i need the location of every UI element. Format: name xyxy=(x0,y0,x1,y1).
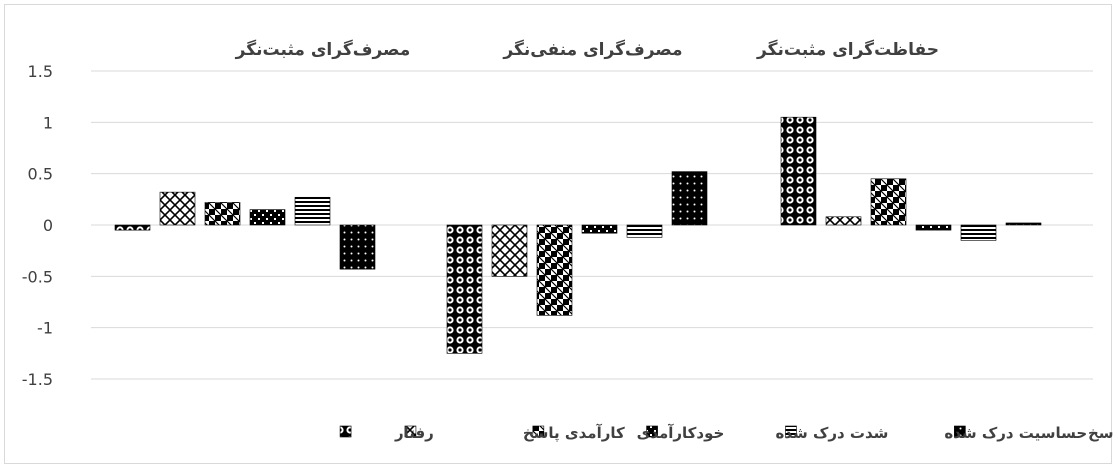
bar-chart: 1.510.50-0.5-1-1.5 مصرف‌گرای مثبت‌نگر مصر… xyxy=(22,39,1113,443)
bars xyxy=(114,116,1042,354)
chart-frame: 1.5 1 0.5 0 -0.5 -1 -1.5 مصرف‌گرای مثبت‌نگر مصر… xyxy=(4,4,1113,464)
legend-swatch xyxy=(404,425,417,438)
bar xyxy=(1005,222,1042,226)
legend-label: حساسیت درک شده xyxy=(944,424,1087,442)
bar xyxy=(446,224,483,354)
legend-swatch xyxy=(339,425,352,438)
legend-swatch xyxy=(785,425,797,438)
legend: هزینه های پاسخحساسیت درک شده شدت درک شده خ… xyxy=(339,424,1113,443)
bar xyxy=(159,191,196,226)
bar xyxy=(780,116,817,226)
bar xyxy=(491,224,528,277)
category-labels: مصرف‌گرای مثبت‌نگر مصرف‌گرای منفی‌نگر حفاظ… xyxy=(235,39,939,60)
bar xyxy=(339,224,376,270)
bar xyxy=(960,224,997,241)
legend-label: هزینه های پاسخ xyxy=(1088,424,1113,443)
legend-swatch xyxy=(646,425,658,438)
y-tick-label: 0.5 xyxy=(28,165,53,184)
bar xyxy=(825,216,862,226)
y-tick-label: 1 xyxy=(43,113,53,132)
legend-label: کارآمدی پاسخ xyxy=(523,424,625,443)
y-tick-label: 0 xyxy=(43,216,53,235)
bar xyxy=(114,224,151,231)
y-tick-label: 1.5 xyxy=(28,62,53,81)
bar xyxy=(870,178,907,226)
y-axis-tick-labels: 1.5 1 0.5 0 -0.5 -1 -1.5 xyxy=(22,62,53,389)
category-label: حفاظت‌گرای مثبت‌نگر xyxy=(756,39,939,60)
bar xyxy=(249,209,286,226)
y-tick-label: -0.5 xyxy=(22,267,53,286)
bar xyxy=(536,224,573,316)
bar xyxy=(671,171,708,226)
bar xyxy=(626,224,663,238)
category-label: مصرف‌گرای منفی‌نگر xyxy=(502,39,682,60)
bar xyxy=(915,224,952,231)
bar xyxy=(294,196,331,226)
legend-swatch xyxy=(532,425,545,438)
legend-label: شدت درک شده xyxy=(775,424,888,442)
bar xyxy=(581,224,618,234)
bar xyxy=(204,202,241,226)
legend-swatch xyxy=(954,425,966,438)
legend-label: رفتار xyxy=(394,424,434,442)
category-label: مصرف‌گرای مثبت‌نگر xyxy=(235,39,411,60)
y-tick-label: -1 xyxy=(37,319,53,338)
y-tick-label: -1.5 xyxy=(22,370,53,389)
legend-label: خودکارآمدی xyxy=(637,424,725,442)
